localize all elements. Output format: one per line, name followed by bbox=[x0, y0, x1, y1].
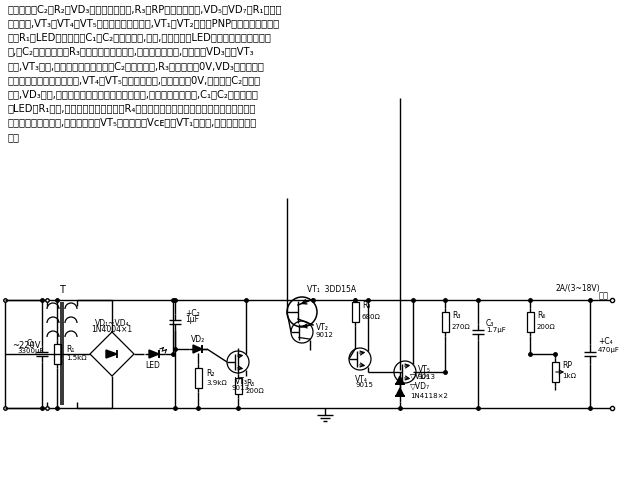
Text: 间,向C₂充电的电流在R₃两端形成一个电压降,极性为上正下负,此电路经VD₃加到VT₃: 间,向C₂充电的电流在R₃两端形成一个电压降,极性为上正下负,此电路经VD₃加到… bbox=[8, 46, 255, 56]
Text: ~220V: ~220V bbox=[12, 342, 40, 350]
Text: 2A/(3~18V): 2A/(3~18V) bbox=[556, 284, 600, 294]
Bar bbox=[526, 312, 533, 332]
Polygon shape bbox=[396, 388, 404, 396]
Text: RP: RP bbox=[562, 362, 572, 370]
Text: +C₄: +C₄ bbox=[598, 338, 613, 346]
Text: 度。: 度。 bbox=[8, 132, 20, 142]
Text: +C₂: +C₂ bbox=[185, 308, 200, 318]
Text: R₁: R₁ bbox=[66, 344, 74, 354]
Text: 1N4004×1: 1N4004×1 bbox=[91, 324, 133, 334]
Text: R₄: R₄ bbox=[362, 302, 370, 310]
Bar bbox=[441, 312, 448, 332]
Text: 3.9kΩ: 3.9kΩ bbox=[206, 380, 227, 386]
Text: R₅: R₅ bbox=[246, 378, 254, 388]
Text: VD₁~VD₄: VD₁~VD₄ bbox=[95, 318, 130, 328]
Text: ▽VD₅: ▽VD₅ bbox=[410, 372, 430, 380]
Text: 成。R₁、LED构成短路后C₁、C₂的放电回路,同时,发光二极管LED兼作电源指示。开机瞬: 成。R₁、LED构成短路后C₁、C₂的放电回路,同时,发光二极管LED兼作电源指… bbox=[8, 32, 272, 42]
Polygon shape bbox=[193, 345, 202, 353]
Polygon shape bbox=[396, 376, 404, 384]
Text: C₁: C₁ bbox=[27, 340, 35, 348]
Text: VT₅: VT₅ bbox=[418, 364, 431, 374]
Text: LED: LED bbox=[146, 360, 161, 370]
Text: VT₃: VT₃ bbox=[234, 378, 247, 386]
Text: 稳压电路由C₂、R₂、VD₃组成的启动电路,R₃、RP构成取样电路,VD₅、VD₇、R₁构成的: 稳压电路由C₂、R₂、VD₃组成的启动电路,R₃、RP构成取样电路,VD₅、VD… bbox=[8, 4, 283, 14]
Polygon shape bbox=[106, 350, 117, 358]
Text: VT₄: VT₄ bbox=[355, 374, 368, 384]
Text: C₃: C₃ bbox=[486, 318, 494, 328]
Bar bbox=[234, 378, 242, 394]
Text: R₂: R₂ bbox=[206, 368, 215, 378]
Text: 1.5kΩ: 1.5kΩ bbox=[66, 355, 87, 361]
Text: 200Ω: 200Ω bbox=[537, 324, 556, 330]
Bar bbox=[552, 362, 559, 382]
Text: 270Ω: 270Ω bbox=[452, 324, 471, 330]
Text: 200Ω: 200Ω bbox=[246, 388, 265, 394]
Text: 9015: 9015 bbox=[355, 382, 373, 388]
Text: VD₂: VD₂ bbox=[191, 334, 205, 344]
Text: 470μF: 470μF bbox=[598, 347, 620, 353]
Text: 680Ω: 680Ω bbox=[362, 314, 381, 320]
Polygon shape bbox=[149, 350, 159, 358]
Text: 态。当负载出现短路故障时,VT₄、VT₅处于截止状态,稳压输出为0V,此时由于C₂充电已: 态。当负载出现短路故障时,VT₄、VT₅处于截止状态,稳压输出为0V,此时由于C… bbox=[8, 75, 261, 85]
Text: R₆: R₆ bbox=[537, 312, 546, 320]
Text: 接在整流电路后稳压,滤波作用好。VT₅的输出电压Vᴄᴇ加在VT₁发射极,提高了控制灵敏: 接在整流电路后稳压,滤波作用好。VT₅的输出电压Vᴄᴇ加在VT₁发射极,提高了控… bbox=[8, 118, 257, 128]
Text: 基极,VT₃导通,使稳压电路启动输出。C₂充电结束后,R₃两端电压为0V,VD₃处于反偏状: 基极,VT₃导通,使稳压电路启动输出。C₂充电结束后,R₃两端电压为0V,VD₃… bbox=[8, 61, 265, 71]
Bar bbox=[53, 344, 61, 364]
Text: VT₂: VT₂ bbox=[316, 322, 329, 332]
Text: 3300μF: 3300μF bbox=[18, 348, 44, 354]
Text: 基准电路,VT₃、VT₄、VT₅构成的比较放大电路,VT₁、VT₂构成的PNP型复合调整管等组: 基准电路,VT₃、VT₄、VT₅构成的比较放大电路,VT₁、VT₂构成的PNP型… bbox=[8, 18, 280, 28]
Bar bbox=[352, 302, 358, 322]
Text: R₃: R₃ bbox=[452, 312, 461, 320]
Text: 结束,VD₃截止,稳压电路不能启动。当短路排除后,由于人工关断市电,C₁、C₂上的电压经: 结束,VD₃截止,稳压电路不能启动。当短路排除后,由于人工关断市电,C₁、C₂上… bbox=[8, 89, 259, 99]
Text: 1N4118×2: 1N4118×2 bbox=[410, 393, 448, 399]
Text: 9013: 9013 bbox=[232, 385, 250, 391]
Text: ▽VD₇: ▽VD₇ bbox=[410, 382, 430, 390]
Bar bbox=[195, 368, 202, 388]
Text: 过LED、R₁泄放,再开机便可正常工作。R₄作为比较放大管的负载电阻接在稳压输出端比: 过LED、R₁泄放,再开机便可正常工作。R₄作为比较放大管的负载电阻接在稳压输出… bbox=[8, 104, 257, 114]
Text: 9012: 9012 bbox=[316, 332, 334, 338]
Text: T: T bbox=[59, 285, 65, 295]
Text: 1μF: 1μF bbox=[185, 316, 199, 324]
Text: 1kΩ: 1kΩ bbox=[562, 373, 576, 379]
Text: 9013: 9013 bbox=[418, 374, 436, 380]
Text: 输出: 输出 bbox=[599, 292, 609, 300]
Text: VT₁  3DD15A: VT₁ 3DD15A bbox=[307, 284, 356, 294]
Text: 1.7μF: 1.7μF bbox=[486, 327, 506, 333]
